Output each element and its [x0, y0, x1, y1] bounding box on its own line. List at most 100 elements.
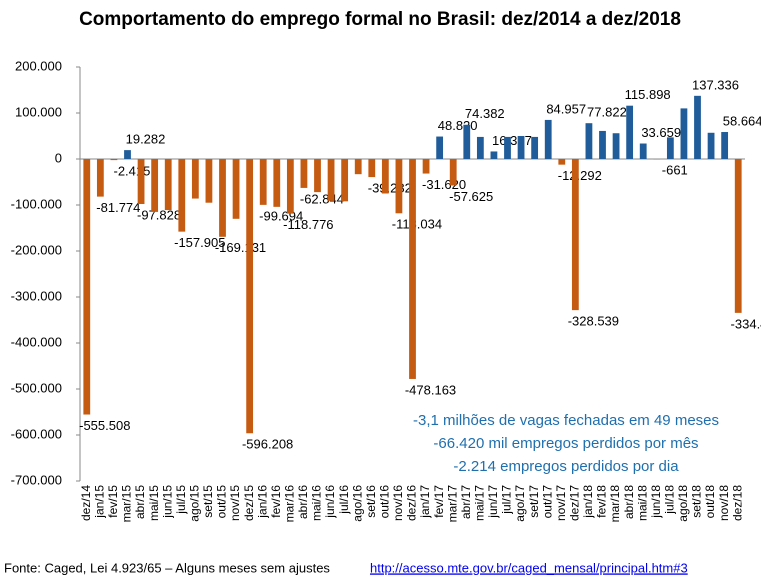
value-label: 137.336 [692, 77, 739, 92]
x-tick-label: dez/15 [242, 485, 256, 521]
bar [192, 159, 199, 199]
value-label: -57.625 [449, 189, 493, 204]
bar [233, 159, 240, 219]
bar [341, 159, 348, 201]
x-tick-label: set/16 [364, 485, 378, 518]
x-tick-label: dez/14 [79, 485, 93, 521]
x-tick-label: ago/17 [513, 485, 527, 522]
x-tick-label: fev/17 [432, 485, 446, 518]
bar [396, 159, 403, 213]
bar [124, 150, 131, 159]
bar [626, 106, 633, 159]
bar [599, 131, 606, 159]
x-tick-label: out/17 [540, 485, 554, 519]
bar [708, 133, 715, 159]
x-tick-label: jun/18 [649, 485, 663, 519]
bar [491, 151, 498, 159]
x-tick-label: jun/17 [486, 485, 500, 519]
bar [83, 159, 90, 415]
value-label: -555.508 [79, 418, 130, 433]
x-tick-label: jul/18 [663, 485, 677, 515]
bar [111, 159, 118, 160]
x-tick-label: mai/16 [310, 485, 324, 521]
bar [545, 120, 552, 159]
x-tick-label: mar/15 [120, 485, 134, 523]
value-label: -334.462 [731, 316, 761, 331]
x-tick-label: fev/18 [595, 485, 609, 518]
bar [178, 159, 185, 232]
bar [531, 137, 538, 159]
x-tick-label: set/18 [690, 485, 704, 518]
bar [97, 159, 104, 197]
value-label: -39.282 [368, 181, 412, 196]
bar [450, 159, 457, 186]
x-tick-label: jul/16 [337, 485, 351, 515]
value-label: -478.163 [405, 382, 456, 397]
bar [355, 159, 362, 174]
source-link[interactable]: http://acesso.mte.gov.br/caged_mensal/pr… [370, 560, 688, 575]
bar [721, 132, 728, 159]
bar [681, 108, 688, 159]
bar [382, 159, 389, 194]
bar [572, 159, 579, 310]
bar [151, 159, 158, 212]
source: Fonte: Caged, Lei 4.923/65 – Alguns mese… [4, 560, 330, 575]
value-label: -118.776 [283, 217, 333, 232]
bar [138, 159, 145, 204]
value-label: -596.208 [242, 437, 293, 452]
y-tick-label: -200.000 [11, 242, 62, 257]
value-label: -169.131 [215, 240, 266, 255]
value-label: 77.822 [587, 105, 627, 120]
x-tick-label: ago/18 [676, 485, 690, 522]
x-tick-label: nov/15 [228, 485, 242, 521]
x-tick-label: abr/16 [296, 485, 310, 519]
x-tick-label: mar/16 [283, 485, 297, 523]
x-tick-label: jun/15 [160, 485, 174, 519]
value-label: 115.898 [625, 87, 671, 102]
x-tick-label: mar/18 [608, 485, 622, 523]
x-tick-label: abr/17 [459, 485, 473, 519]
x-tick-label: jul/15 [174, 485, 188, 515]
x-tick-label: jan/16 [255, 485, 269, 519]
x-tick-label: jan/17 [418, 485, 432, 519]
annotation: -66.420 mil empregos perdidos por mês [433, 435, 698, 452]
y-tick-label: -100.000 [11, 196, 62, 211]
x-tick-label: fev/16 [269, 485, 283, 518]
value-label: 84.957 [546, 101, 586, 116]
bar [301, 159, 308, 188]
bar [409, 159, 416, 379]
x-tick-label: out/15 [215, 485, 229, 519]
value-label: -661 [662, 163, 688, 178]
bar [694, 96, 701, 159]
x-tick-label: set/17 [527, 485, 541, 518]
bar [735, 159, 742, 313]
value-label: -118.034 [392, 217, 442, 232]
value-label: -62.844 [300, 191, 344, 206]
y-tick-label: -300.000 [11, 288, 62, 303]
y-tick-label: -600.000 [11, 426, 62, 441]
value-label: -2.415 [113, 164, 150, 179]
x-tick-label: dez/16 [405, 485, 419, 521]
x-tick-label: mai/18 [635, 485, 649, 521]
x-tick-label: nov/17 [554, 485, 568, 521]
x-tick-label: out/18 [703, 485, 717, 519]
bar [613, 133, 620, 159]
value-label: 16.367 [492, 133, 532, 148]
x-tick-label: jun/16 [323, 485, 337, 519]
bar [558, 159, 565, 165]
bar [219, 159, 226, 237]
bar [504, 137, 511, 159]
x-tick-label: jan/15 [93, 485, 107, 519]
x-tick-label: dez/17 [568, 485, 582, 521]
bar [477, 137, 484, 159]
bar [287, 159, 294, 214]
bar [246, 159, 253, 433]
x-tick-label: set/15 [201, 485, 215, 518]
x-tick-label: ago/15 [188, 485, 202, 522]
value-label: -12.292 [558, 168, 602, 183]
x-tick-label: mai/17 [473, 485, 487, 521]
bar [667, 137, 674, 159]
value-label: 19.282 [126, 132, 166, 147]
x-tick-label: jan/18 [581, 485, 595, 519]
bar [640, 144, 647, 159]
